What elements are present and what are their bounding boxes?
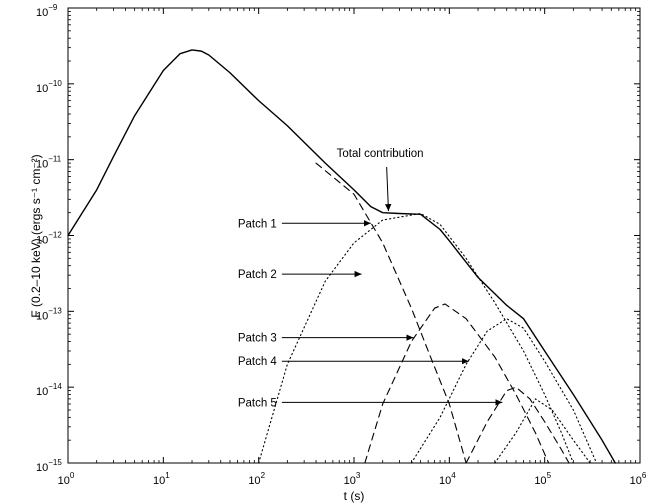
annotation-arrow bbox=[384, 166, 392, 212]
y-tick-label: 10−9 bbox=[36, 3, 58, 19]
series-line-5 bbox=[410, 318, 598, 464]
x-tick-label: 101 bbox=[153, 471, 170, 487]
annotation-label: Patch 5 bbox=[238, 397, 277, 409]
x-tick-label: 102 bbox=[248, 471, 265, 487]
series-line-3 bbox=[258, 212, 574, 464]
x-tick-label: 105 bbox=[534, 471, 551, 487]
x-tick-label: 103 bbox=[344, 471, 361, 487]
series-line-4 bbox=[364, 303, 550, 464]
x-tick-labels: 100 101 102 103 104 105 106 bbox=[58, 471, 647, 487]
y-tick-labels: 10−15 10−14 10−13 10−12 10−11 10−10 10−9 bbox=[36, 3, 62, 474]
series-line-1 bbox=[67, 49, 616, 464]
major-ticks bbox=[67, 7, 641, 464]
annotation-label: Patch 2 bbox=[238, 269, 277, 281]
annotation-arrows bbox=[281, 166, 503, 406]
y-tick-label: 10−12 bbox=[36, 231, 62, 247]
y-tick-label: 10−15 bbox=[36, 458, 62, 474]
series-line-2 bbox=[315, 162, 467, 464]
x-tick-label: 100 bbox=[58, 471, 75, 487]
x-axis-label: t (s) bbox=[344, 489, 365, 503]
annotation-label: Patch 3 bbox=[238, 333, 277, 345]
annotation-labels: Total contribution Patch 1 Patch 2 Patch 3 P… bbox=[238, 148, 424, 409]
annotation-label: Total contribution bbox=[337, 148, 424, 160]
x-tick-label: 104 bbox=[439, 471, 456, 487]
annotation-label: Patch 4 bbox=[238, 356, 278, 368]
y-axis-label: F (0.2–10 keV) (ergs s⁻¹ cm⁻²) bbox=[29, 154, 43, 317]
series-layer bbox=[67, 49, 616, 464]
y-tick-label: 10−13 bbox=[36, 306, 62, 322]
y-tick-label: 10−11 bbox=[36, 155, 62, 171]
series-line-6 bbox=[465, 386, 570, 464]
minor-ticks bbox=[68, 8, 640, 463]
plot-frame bbox=[67, 7, 641, 464]
series-line-7 bbox=[494, 398, 591, 464]
annotation-label: Patch 1 bbox=[238, 218, 277, 230]
y-tick-label: 10−14 bbox=[36, 382, 62, 398]
x-tick-label: 106 bbox=[630, 471, 647, 487]
y-tick-label: 10−10 bbox=[36, 79, 62, 95]
